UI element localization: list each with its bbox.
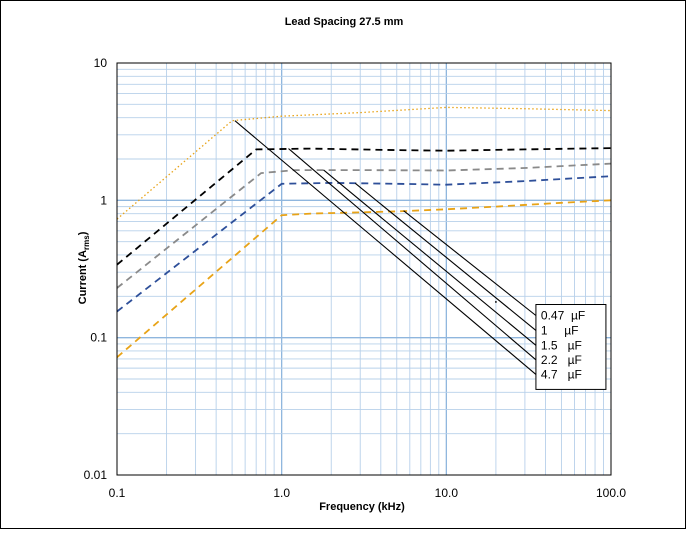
legend-label: 2.2 µF <box>541 353 582 367</box>
y-axis-label-end: ) <box>77 231 89 235</box>
annotation-line <box>234 120 537 375</box>
series-layer <box>116 106 612 358</box>
legend-layer: 0.47 µF1 µF1.5 µF2.2 µF4.7 µF <box>535 304 607 390</box>
y-axis-label-main: Current (A <box>77 250 89 304</box>
x-tick-label: 0.1 <box>109 486 126 500</box>
x-tick-label: 1.0 <box>273 486 290 500</box>
series-line <box>116 175 612 313</box>
chart-title: Lead Spacing 27.5 mm <box>285 16 404 28</box>
legend-label: 1.5 µF <box>541 338 582 352</box>
legend-label: 1 µF <box>541 323 579 337</box>
legend-box <box>535 304 607 390</box>
plot-border <box>116 62 612 476</box>
annotation-line <box>323 169 537 346</box>
series-line <box>116 106 612 220</box>
y-axis-label: Current (Arms) <box>77 231 91 304</box>
annotation-line <box>403 210 537 316</box>
series-line <box>116 147 612 266</box>
y-tick-label: 1 <box>100 193 107 207</box>
x-tick-label: 100.0 <box>596 486 626 500</box>
x-axis-label: Frequency (kHz) <box>319 501 405 513</box>
grid-layer <box>117 63 611 475</box>
legend-label: 0.47 µF <box>541 309 585 323</box>
annotation-layer <box>234 120 537 375</box>
y-tick-label: 0.1 <box>90 331 107 345</box>
series-line <box>116 199 612 358</box>
series-line <box>116 162 612 289</box>
annotation-line <box>288 148 537 361</box>
x-tick-label: 10.0 <box>435 486 459 500</box>
y-tick-label: 0.01 <box>84 468 108 482</box>
annotation-line <box>354 182 537 331</box>
y-tick-label: 10 <box>94 56 108 70</box>
y-axis-label-sub: rms <box>82 235 91 250</box>
stray-mark <box>495 301 497 303</box>
legend-label: 4.7 µF <box>541 367 582 381</box>
